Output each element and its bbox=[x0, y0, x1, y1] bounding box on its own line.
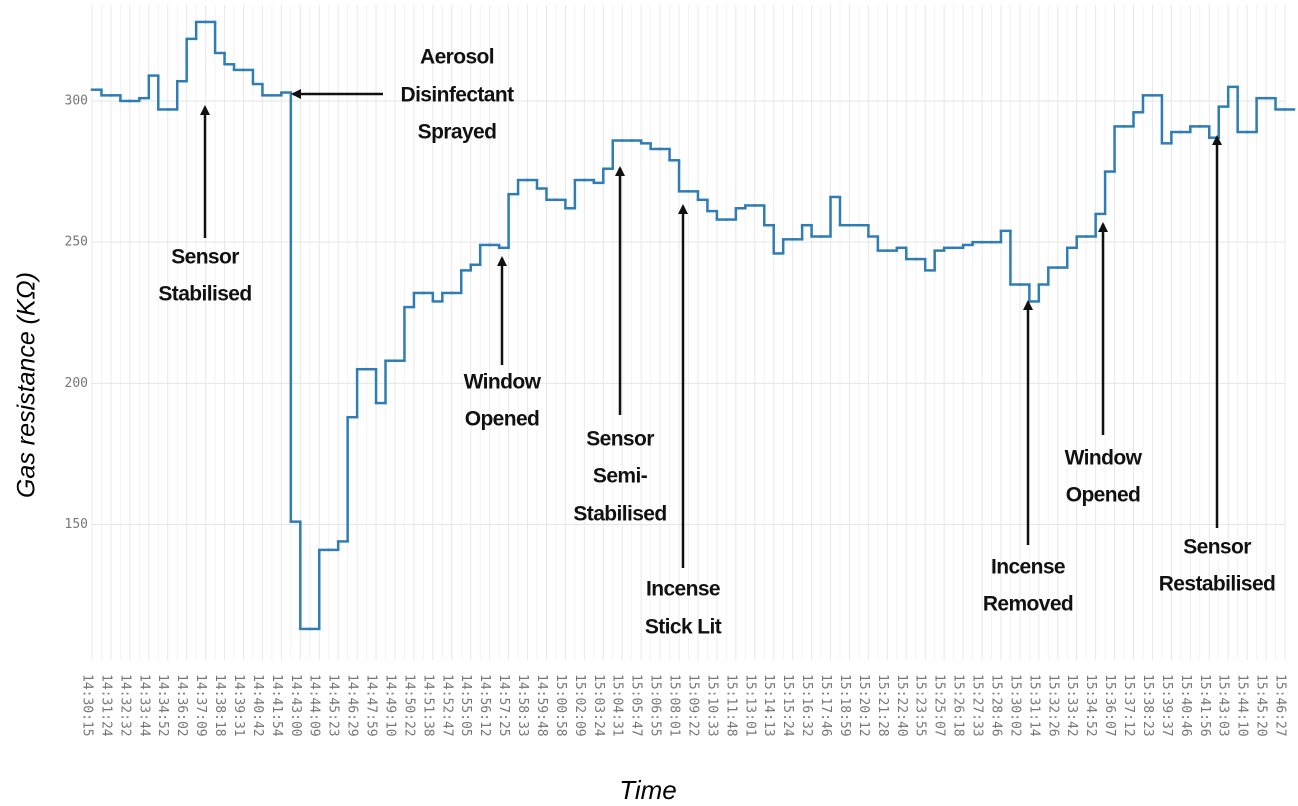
x-tick-label: 14:36:02 bbox=[174, 674, 189, 737]
annotation: Window Opened bbox=[1065, 222, 1143, 507]
x-tick-label: 15:45:20 bbox=[1254, 674, 1269, 737]
y-tick-label: 150 bbox=[65, 517, 88, 532]
annotation-text: Sprayed bbox=[418, 121, 497, 144]
x-tick-label: 14:55:05 bbox=[458, 674, 473, 737]
x-tick-label: 15:17:46 bbox=[818, 674, 833, 737]
x-tick-label: 15:34:52 bbox=[1083, 674, 1098, 737]
x-tick-label: 15:40:46 bbox=[1178, 674, 1193, 737]
annotation-text: Opened bbox=[465, 408, 540, 431]
grid bbox=[91, 5, 1286, 660]
x-tick-label: 15:05:47 bbox=[629, 674, 644, 737]
x-tick-label: 14:38:18 bbox=[212, 674, 227, 737]
x-tick-label: 15:04:31 bbox=[610, 674, 625, 737]
x-tick-label: 14:41:54 bbox=[269, 674, 284, 737]
x-axis-label: Time bbox=[619, 775, 677, 805]
annotation-text: Incense bbox=[991, 556, 1065, 579]
x-tick-label: 14:40:42 bbox=[250, 674, 265, 737]
x-tick-label: 15:27:33 bbox=[970, 674, 985, 737]
x-tick-label: 14:30:15 bbox=[80, 674, 95, 737]
x-tick-label: 15:22:40 bbox=[894, 674, 909, 737]
annotation-text: Aerosol bbox=[420, 46, 494, 69]
y-tick-label: 200 bbox=[65, 376, 88, 391]
x-tick-label: 15:18:59 bbox=[837, 674, 852, 737]
x-tick-label: 15:06:55 bbox=[648, 674, 663, 737]
x-tick-label: 14:46:29 bbox=[345, 674, 360, 737]
annotation-text: Restabilised bbox=[1159, 573, 1276, 596]
x-tick-label: 15:16:32 bbox=[799, 674, 814, 737]
annotation-text: Sensor bbox=[171, 246, 239, 269]
x-tick-label: 15:43:03 bbox=[1216, 674, 1231, 737]
annotation-text: Stabilised bbox=[573, 503, 666, 526]
x-tick-label: 14:31:24 bbox=[98, 674, 113, 737]
annotation: Sensor Semi- Stabilised bbox=[573, 166, 667, 526]
y-axis-label: Gas resistance (KΩ) bbox=[13, 272, 41, 498]
annotation: Incense Stick Lit bbox=[645, 204, 722, 639]
x-tick-label: 15:38:23 bbox=[1140, 674, 1155, 737]
x-tick-label: 15:33:42 bbox=[1064, 674, 1079, 737]
x-tick-label: 14:57:25 bbox=[496, 674, 511, 737]
x-tick-label: 14:43:00 bbox=[288, 674, 303, 737]
x-tick-label: 14:44:09 bbox=[307, 674, 322, 737]
x-tick-label: 14:32:32 bbox=[117, 674, 132, 737]
x-tick-label: 14:39:31 bbox=[231, 674, 246, 737]
x-tick-label: 14:45:23 bbox=[326, 674, 341, 737]
annotation-text: Sensor bbox=[586, 428, 654, 451]
step-line bbox=[90, 20, 1296, 631]
x-tick-label: 15:13:01 bbox=[742, 674, 757, 737]
x-tick-label: 15:15:24 bbox=[780, 674, 795, 737]
x-tick-label: 15:10:33 bbox=[704, 674, 719, 737]
annotation: Sensor Stabilised bbox=[158, 105, 252, 306]
annotation-text: Removed bbox=[983, 593, 1073, 616]
x-tick-label: 15:31:14 bbox=[1026, 674, 1041, 737]
x-tick-label: 15:23:55 bbox=[913, 674, 928, 737]
annotation-text: Sensor bbox=[1183, 536, 1251, 559]
x-tick-label: 15:26:18 bbox=[951, 674, 966, 737]
annotation-text: Opened bbox=[1066, 484, 1141, 507]
x-tick-label: 14:52:47 bbox=[439, 674, 454, 737]
annotation-text: Stabilised bbox=[158, 283, 251, 306]
annotation: Window Opened bbox=[464, 256, 542, 431]
x-tick-label: 15:28:46 bbox=[988, 674, 1003, 737]
annotation-text: Disinfectant bbox=[401, 84, 515, 107]
annotation: Incense Removed bbox=[983, 300, 1074, 616]
annotation-text: Window bbox=[464, 371, 542, 394]
x-tick-label: 15:21:28 bbox=[875, 674, 890, 737]
x-tick-label: 15:37:12 bbox=[1121, 674, 1136, 737]
x-tick-label: 15:02:09 bbox=[572, 674, 587, 737]
x-tick-label: 14:59:48 bbox=[534, 674, 549, 737]
x-tick-label: 15:32:26 bbox=[1045, 674, 1060, 737]
x-tick-label: 14:47:59 bbox=[364, 674, 379, 737]
x-tick-label: 15:25:07 bbox=[932, 674, 947, 737]
annotation-text: Incense bbox=[646, 578, 720, 601]
annotation-text: Window bbox=[1065, 447, 1143, 470]
x-tick-label: 14:33:44 bbox=[136, 674, 151, 737]
x-tick-label: 14:49:10 bbox=[382, 674, 397, 737]
x-tick-label: 15:09:22 bbox=[685, 674, 700, 737]
x-tick-label: 15:41:56 bbox=[1197, 674, 1212, 737]
x-tick-label: 15:30:02 bbox=[1007, 674, 1022, 737]
y-tick-label: 300 bbox=[65, 93, 88, 108]
x-tick-label: 15:44:10 bbox=[1235, 674, 1250, 737]
annotation-text: Stick Lit bbox=[645, 616, 722, 639]
x-tick-label: 15:00:58 bbox=[553, 674, 568, 737]
x-tick-label: 15:39:37 bbox=[1159, 674, 1174, 737]
x-tick-label: 14:34:52 bbox=[155, 674, 170, 737]
x-tick-label: 15:36:07 bbox=[1102, 674, 1117, 737]
x-tick-label: 14:37:09 bbox=[193, 674, 208, 737]
x-tick-label: 14:56:12 bbox=[477, 674, 492, 737]
x-tick-label: 15:11:48 bbox=[723, 674, 738, 737]
x-tick-label: 15:08:01 bbox=[667, 674, 682, 737]
annotation: Sensor Restabilised bbox=[1159, 135, 1276, 596]
annotation-text: Semi- bbox=[593, 465, 648, 488]
x-tick-label: 15:20:12 bbox=[856, 674, 871, 737]
x-tick-label: 15:46:27 bbox=[1273, 674, 1288, 737]
x-tick-label: 14:58:33 bbox=[515, 674, 530, 737]
x-tick-label: 14:50:22 bbox=[401, 674, 416, 737]
annotation: Aerosol Disinfectant Sprayed bbox=[291, 46, 515, 144]
y-tick-label: 250 bbox=[65, 235, 88, 250]
x-tick-label: 15:03:24 bbox=[591, 674, 606, 737]
x-tick-label: 15:14:13 bbox=[761, 674, 776, 737]
x-tick-label: 14:51:38 bbox=[420, 674, 435, 737]
